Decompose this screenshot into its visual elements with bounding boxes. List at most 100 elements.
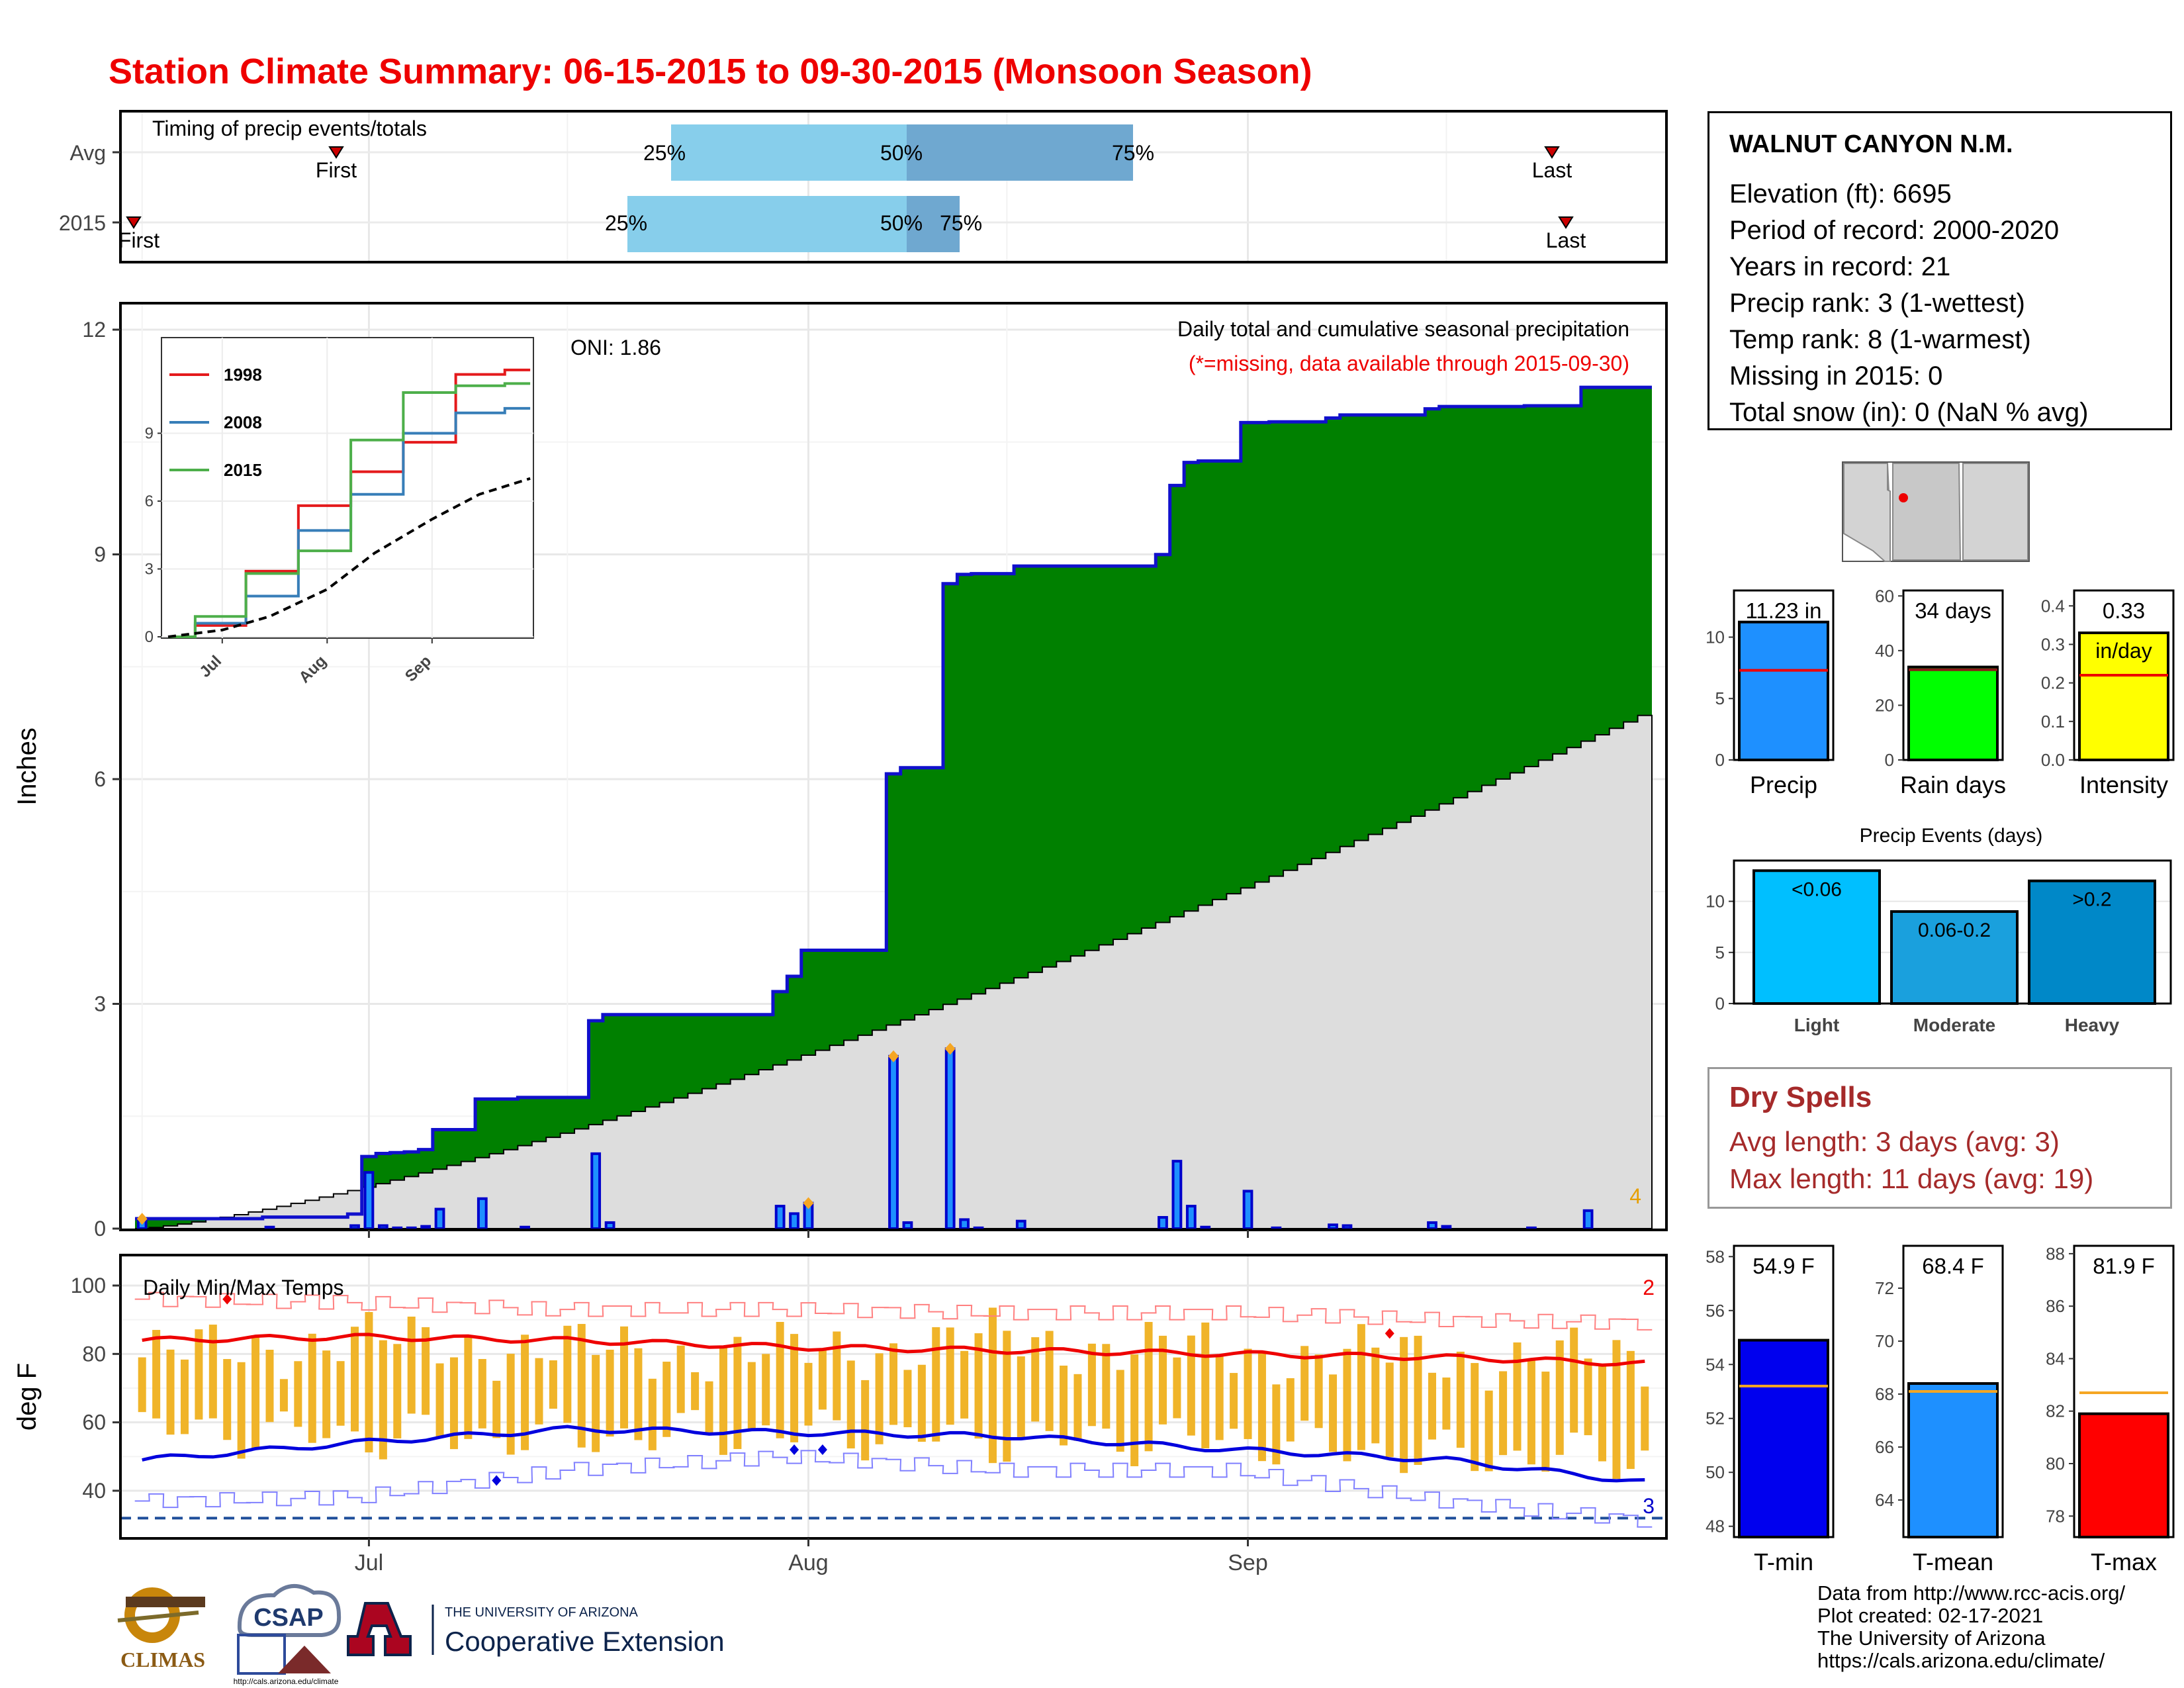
rain-days-ytick-label: 40 (1875, 641, 1894, 661)
tmean-summary-ytick-label: 66 (1875, 1437, 1894, 1457)
dry-spells-title: Dry Spells (1729, 1081, 1872, 1113)
temp-daily-bar (1513, 1342, 1522, 1451)
temp-daily-bar (180, 1359, 189, 1434)
temp-daily-bar (1329, 1374, 1338, 1452)
precip-daily-bar (1328, 1223, 1338, 1230)
temp-daily-bar (1144, 1322, 1153, 1452)
avg-q1-bar (671, 124, 907, 181)
temp-daily-bar (166, 1349, 175, 1435)
temp-daily-bar (1612, 1340, 1621, 1479)
temp-daily-bar (747, 1362, 756, 1430)
temp-daily-bar (1017, 1356, 1025, 1437)
temp-daily-bar (705, 1381, 713, 1434)
tmax-summary-ytick-label: 88 (2046, 1244, 2065, 1264)
temp-daily-bar (804, 1362, 813, 1426)
temp-daily-bar (691, 1372, 700, 1411)
temp-daily-bar (1087, 1343, 1096, 1427)
station-missing: Missing in 2015: 0 (1729, 361, 1943, 391)
y2015-p75-label: 75% (940, 211, 982, 235)
temp-daily-bar (336, 1361, 345, 1426)
precip-record-marker (944, 1043, 956, 1055)
precip-daily-bar (392, 1226, 403, 1230)
y2015-first-marker (126, 216, 142, 229)
temp-daily-bar (1442, 1377, 1451, 1430)
dry-avg-length: Avg length: 3 days (avg: 3) (1729, 1126, 2060, 1157)
precip-daily-bar (944, 1047, 956, 1230)
temp-ytick-label: 40 (82, 1479, 106, 1503)
intensity-ytick-label: 0.1 (2041, 712, 2065, 731)
temp-daily-bar (606, 1349, 614, 1437)
temp-daily-bar (1641, 1386, 1649, 1451)
tmean-summary-ytick-label: 72 (1875, 1278, 1894, 1298)
temp-daily-bar (1541, 1372, 1550, 1472)
temp-daily-bar (1187, 1335, 1195, 1436)
temp-daily-bar (577, 1324, 586, 1448)
tmean-summary-ytick-label: 68 (1875, 1384, 1894, 1404)
y2015-last-label: Last (1546, 228, 1586, 252)
ua-logo: THE UNIVERSITY OF ARIZONA Cooperative Ex… (347, 1602, 725, 1657)
precip-record-marker (888, 1050, 899, 1062)
dry-spells-box: Dry Spells Avg length: 3 days (avg: 3) M… (1707, 1067, 2172, 1209)
avg-first-marker (328, 146, 344, 159)
inset-line-avg (167, 477, 531, 638)
svg-text:THE UNIVERSITY OF ARIZONA: THE UNIVERSITY OF ARIZONA (445, 1605, 639, 1620)
temp-daily-bar (1343, 1348, 1351, 1462)
tmax-summary-ytick-label: 80 (2046, 1454, 2065, 1474)
temp-record-marker (492, 1475, 502, 1486)
y2015-p25-label: 25% (605, 211, 647, 235)
tmax-summary-ytick-label: 86 (2046, 1296, 2065, 1316)
precip-event-bar-label: >0.2 (2072, 889, 2111, 911)
temp-daily-bar (1173, 1357, 1181, 1419)
avg-max-line (142, 1333, 1645, 1367)
average-cumulative-area (135, 714, 1653, 1229)
temp-daily-bar (1116, 1370, 1124, 1452)
precip-record-marker (803, 1197, 814, 1209)
temp-daily-bar (478, 1358, 486, 1429)
temp-count-low: 3 (1643, 1494, 1655, 1518)
temp-daily-bar (152, 1330, 161, 1419)
temp-daily-bar (932, 1327, 940, 1442)
avg-last-label: Last (1532, 158, 1572, 182)
temp-daily-bar (393, 1344, 402, 1438)
temp-daily-bar (733, 1336, 742, 1449)
temp-daily-bar (1102, 1344, 1111, 1429)
temp-daily-bar (1060, 1365, 1068, 1446)
precip-record-marker (136, 1213, 148, 1225)
precip-events-ytick-label: 0 (1715, 994, 1725, 1013)
temp-daily-bar (1215, 1356, 1224, 1440)
precip-daily-bar (406, 1226, 417, 1230)
temp-daily-bar (1130, 1354, 1139, 1466)
temp-daily-bar (1626, 1350, 1635, 1470)
temp-daily-bar (1484, 1390, 1493, 1472)
intensity-ytick-label: 0.0 (2041, 750, 2065, 770)
temp-daily-bar (1400, 1336, 1408, 1474)
intensity-value-label: 0.33 (2103, 598, 2145, 623)
temp-daily-bar (1073, 1374, 1082, 1441)
station-info-box: WALNUT CANYON N.M. Elevation (ft): 6695 … (1707, 111, 2172, 430)
timing-panel: Timing of precip events/totals 25% 50% 7… (59, 110, 1668, 263)
precip-daily-bar (973, 1226, 984, 1230)
tmax-summary-bar (2078, 1412, 2169, 1538)
temp-daily-bar (903, 1370, 912, 1428)
temp-daily-bar (634, 1348, 643, 1440)
avg-first-label: First (316, 158, 357, 182)
tmin-summary-ytick-label: 56 (1706, 1301, 1725, 1321)
precip-summary-ytick-label: 5 (1715, 688, 1725, 708)
tmin-summary-ytick-label: 48 (1706, 1517, 1725, 1536)
precip-daily-bar (477, 1197, 488, 1230)
y2015-first-label: First (118, 228, 159, 252)
temp-daily-bar (592, 1354, 600, 1452)
temp-daily-bar (521, 1335, 529, 1450)
precip-panel: 0 3 6 9 12 Inches Daily total and cumulative… (13, 302, 1668, 1241)
precip-daily-bar (1582, 1209, 1594, 1230)
inset-line-2015 (168, 382, 531, 638)
rain-days-bar (1907, 665, 1999, 762)
tmin-summary-ytick-label: 58 (1706, 1246, 1725, 1266)
credits: Data from http://www.rcc-acis.org/ Plot … (1817, 1582, 2125, 1672)
avg-last-marker (1544, 146, 1560, 159)
precip-event-bar-light (1752, 869, 1881, 1005)
temp-daily-bar (294, 1361, 302, 1427)
precip-daily-bar (363, 1171, 375, 1230)
temp-daily-bar (308, 1333, 316, 1443)
